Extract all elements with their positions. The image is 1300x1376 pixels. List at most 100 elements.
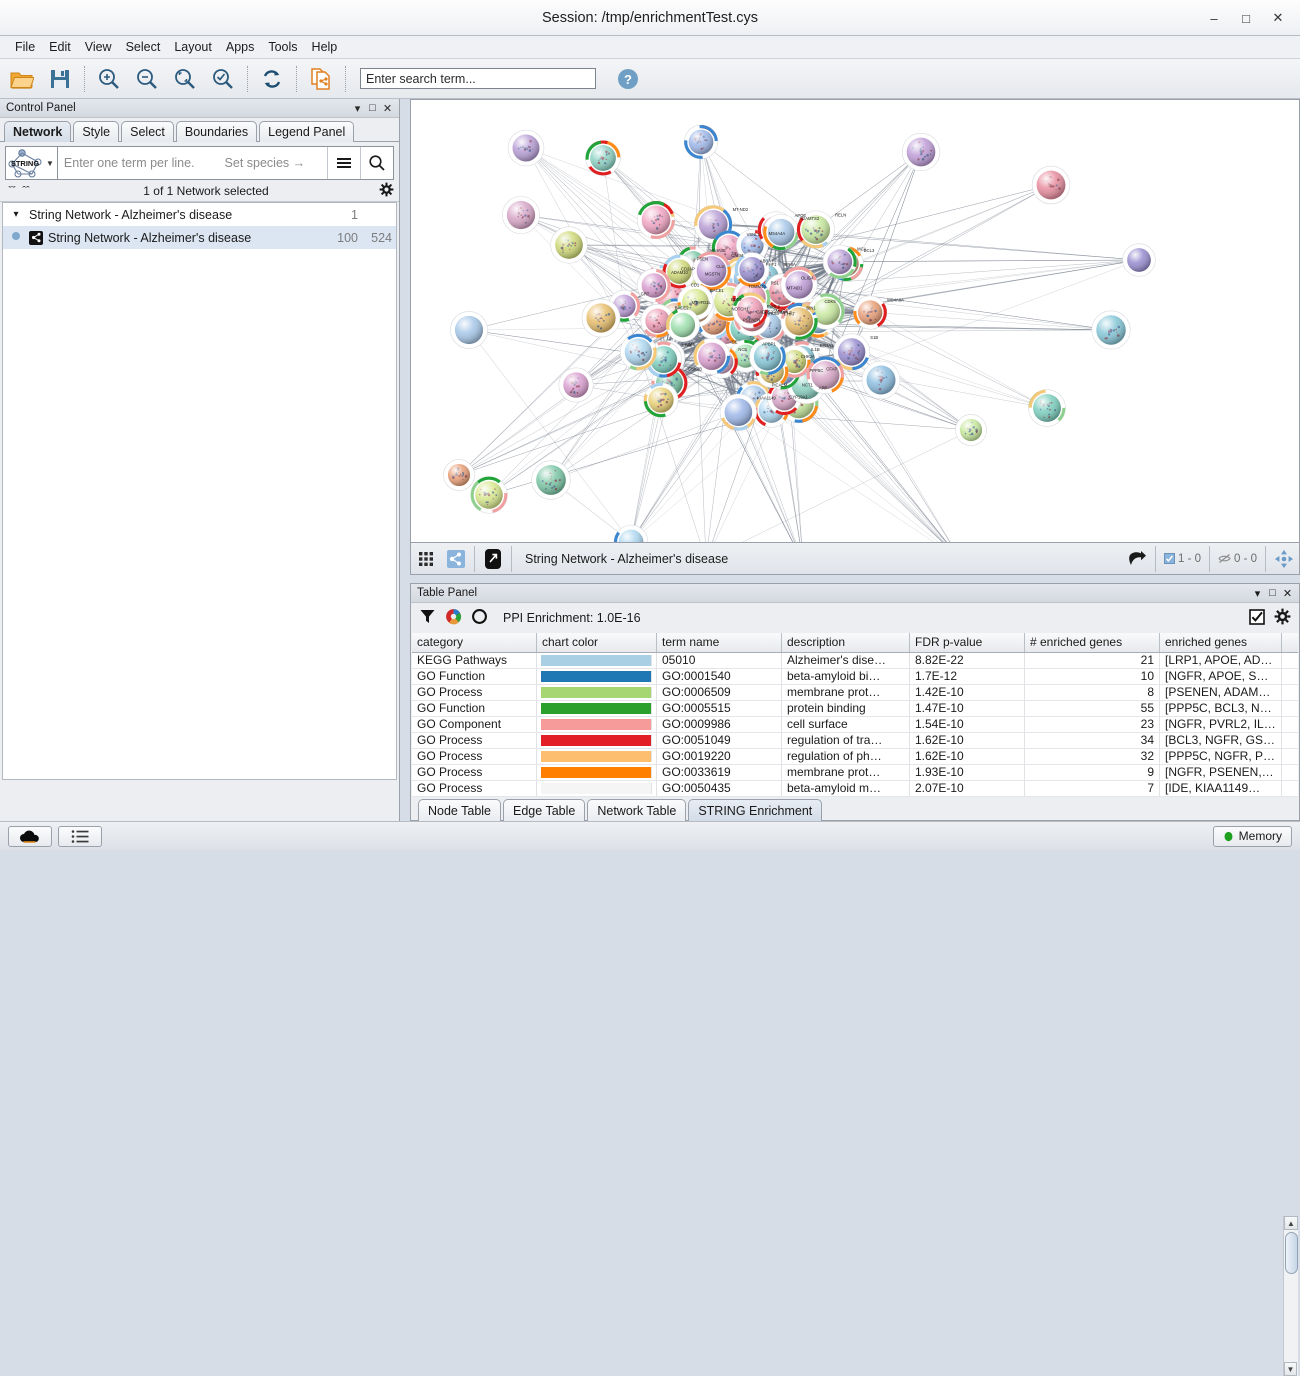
gear-icon[interactable] <box>1274 608 1291 628</box>
string-term-input[interactable]: Enter one term per line. Set species → <box>57 147 327 179</box>
menu-item-select[interactable]: Select <box>119 38 168 56</box>
network-node[interactable] <box>614 525 648 543</box>
tab-boundaries[interactable]: Boundaries <box>176 121 257 142</box>
annotation-arrow-icon[interactable] <box>478 544 508 574</box>
network-node[interactable] <box>620 334 656 370</box>
chevron-down-icon[interactable]: ▼ <box>46 159 57 168</box>
set-species-link[interactable]: Set species → <box>225 156 306 170</box>
network-node[interactable] <box>450 311 487 348</box>
chevron-down-icon[interactable]: ▾ <box>350 102 365 115</box>
network-node[interactable] <box>955 414 986 445</box>
network-node[interactable] <box>637 269 670 302</box>
network-node[interactable] <box>559 368 593 402</box>
network-node[interactable] <box>862 361 900 399</box>
fit-to-window-icon[interactable] <box>167 62 203 96</box>
close-icon[interactable]: ✕ <box>380 102 395 115</box>
network-node[interactable] <box>471 477 508 514</box>
network-node[interactable] <box>666 308 699 341</box>
table-vertical-scrollbar[interactable]: ▲ ▼ <box>1283 1216 1298 1376</box>
donut-ring-icon[interactable] <box>471 608 488 628</box>
network-node[interactable] <box>532 461 571 500</box>
network-graph[interactable]: MT-ND2MT-ND1VSNL1CD2APMS4A4AMS4A6AMS4A4E… <box>411 100 1300 543</box>
network-node[interactable] <box>684 125 718 159</box>
pie-chart-icon[interactable] <box>445 608 462 628</box>
column-header-enriched-genes[interactable]: enriched genes <box>1160 633 1282 652</box>
save-icon[interactable] <box>42 62 78 96</box>
tree-row-parent[interactable]: ▾ String Network - Alzheimer's disease 1 <box>3 203 396 226</box>
string-logo-icon[interactable]: STRING <box>6 147 46 179</box>
network-node[interactable] <box>1029 390 1066 427</box>
filter-funnel-icon[interactable] <box>419 608 436 628</box>
gear-icon[interactable] <box>379 182 394 200</box>
column-header-category[interactable]: category <box>412 633 537 652</box>
memory-status-button[interactable]: Memory <box>1213 826 1292 847</box>
tab-select[interactable]: Select <box>121 121 174 142</box>
export-image-icon[interactable] <box>1122 544 1152 574</box>
share-network-icon[interactable] <box>441 544 471 574</box>
tab-string-enrichment[interactable]: STRING Enrichment <box>688 799 822 821</box>
network-node[interactable] <box>582 299 620 337</box>
grid-view-icon[interactable] <box>411 544 441 574</box>
menu-item-edit[interactable]: Edit <box>42 38 78 56</box>
network-node[interactable] <box>823 245 857 279</box>
maximize-button[interactable]: □ <box>1230 3 1262 33</box>
pan-navigator-icon[interactable] <box>1269 544 1299 574</box>
task-list-icon[interactable] <box>58 826 102 847</box>
collapse-all-icon[interactable]: ˇˇ <box>5 185 19 197</box>
menu-item-view[interactable]: View <box>78 38 119 56</box>
network-node[interactable] <box>1092 311 1130 349</box>
enrichment-table[interactable]: category chart color term name descripti… <box>412 633 1298 797</box>
chevron-down-icon[interactable]: ▾ <box>1250 587 1265 600</box>
search-icon[interactable] <box>360 147 393 179</box>
zoom-selected-icon[interactable] <box>205 62 241 96</box>
close-icon[interactable]: ✕ <box>1280 587 1295 600</box>
zoom-out-icon[interactable] <box>129 62 165 96</box>
open-folder-icon[interactable] <box>4 62 40 96</box>
tab-node-table[interactable]: Node Table <box>418 799 501 821</box>
scrollbar-thumb[interactable] <box>1285 1232 1298 1274</box>
export-network-icon[interactable] <box>303 62 339 96</box>
refresh-layout-icon[interactable] <box>254 62 290 96</box>
close-button[interactable]: ✕ <box>1262 3 1294 33</box>
float-panel-icon[interactable]: □ <box>365 102 380 114</box>
network-node[interactable] <box>502 196 539 233</box>
scroll-down-arrow[interactable]: ▼ <box>1284 1362 1297 1376</box>
tab-style[interactable]: Style <box>73 121 119 142</box>
network-node[interactable] <box>443 459 474 490</box>
checkbox-checked-icon[interactable] <box>1249 609 1265 628</box>
network-node[interactable] <box>1032 166 1070 204</box>
network-node[interactable] <box>551 227 588 264</box>
zoom-in-icon[interactable] <box>91 62 127 96</box>
network-node[interactable] <box>644 383 678 417</box>
menu-item-apps[interactable]: Apps <box>219 38 262 56</box>
column-header-chart-color[interactable]: chart color <box>537 633 657 652</box>
menu-item-file[interactable]: File <box>8 38 42 56</box>
float-panel-icon[interactable]: □ <box>1265 587 1280 599</box>
tab-network[interactable]: Network <box>4 121 71 142</box>
menu-item-help[interactable]: Help <box>305 38 345 56</box>
menu-item-layout[interactable]: Layout <box>167 38 219 56</box>
network-node[interactable] <box>902 133 940 171</box>
network-node[interactable] <box>637 201 675 239</box>
network-node[interactable] <box>1123 244 1156 277</box>
column-header-description[interactable]: description <box>782 633 910 652</box>
menu-item-tools[interactable]: Tools <box>261 38 304 56</box>
help-icon[interactable]: ? <box>610 62 646 96</box>
tab-edge-table[interactable]: Edge Table <box>503 799 585 821</box>
column-header-term-name[interactable]: term name <box>657 633 782 652</box>
search-input[interactable]: Enter search term... <box>360 68 596 89</box>
minimize-button[interactable]: – <box>1198 3 1230 33</box>
network-node[interactable] <box>720 394 757 431</box>
expand-all-icon[interactable]: ˆˆ <box>19 185 33 197</box>
